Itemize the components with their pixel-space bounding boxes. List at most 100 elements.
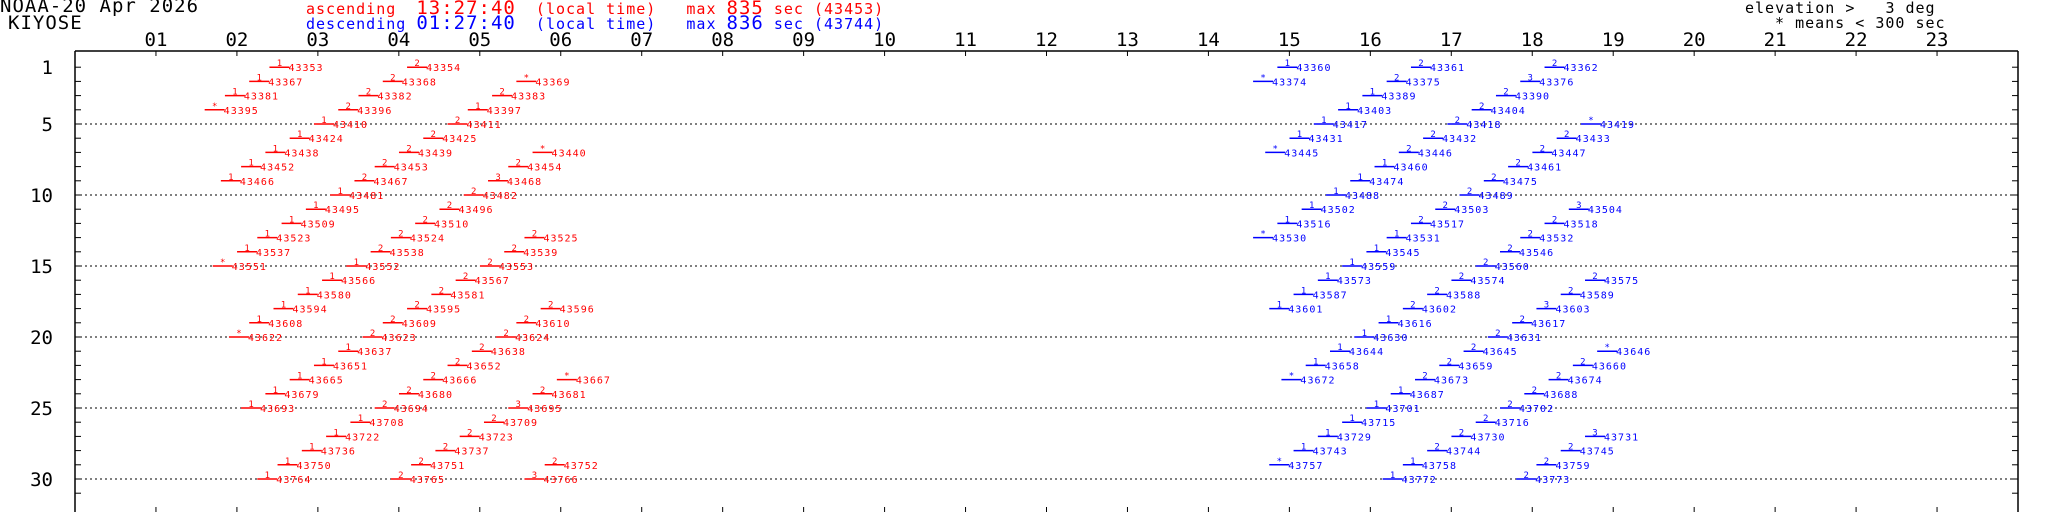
pass-elevation-label: 2: [418, 457, 423, 467]
pass-elevation-label: 1: [321, 116, 326, 126]
pass-orbit-label: 43509: [301, 219, 336, 230]
x-tick-label: 19: [1602, 29, 1625, 51]
pass-elevation-label: 2: [1507, 400, 1512, 410]
pass-elevation-label: 2: [1568, 443, 1573, 453]
pass-orbit-label: 43581: [450, 290, 485, 301]
pass-orbit-label: 43722: [345, 432, 380, 443]
pass-elevation-label: *: [564, 372, 569, 382]
pass-orbit-label: 43652: [467, 361, 502, 372]
pass-orbit-label: 43382: [377, 92, 412, 103]
pass-orbit-label: 43589: [1580, 290, 1615, 301]
pass-elevation-label: 3: [532, 471, 537, 481]
x-tick-label: 16: [1359, 29, 1382, 51]
pass-elevation-label: 2: [1515, 159, 1520, 169]
pass-elevation-label: 2: [499, 88, 504, 98]
pass-elevation-label: 2: [1532, 386, 1537, 396]
x-tick-label: 10: [873, 29, 896, 51]
pass-orbit-label: 43545: [1385, 248, 1420, 259]
pass-orbit-label: 43672: [1300, 376, 1335, 387]
pass-elevation-label: 1: [1374, 244, 1379, 254]
y-tick-label: 1: [42, 57, 53, 79]
pass-orbit-label: 43730: [1470, 432, 1505, 443]
pass-elevation-label: 2: [382, 400, 387, 410]
pass-orbit-label: 43631: [1507, 333, 1542, 344]
pass-orbit-label: 43523: [276, 234, 311, 245]
pass-orbit-label: 43660: [1592, 361, 1627, 372]
pass-elevation-label: 1: [1325, 428, 1330, 438]
pass-elevation-label: 2: [548, 301, 553, 311]
pass-elevation-label: 1: [337, 187, 342, 197]
pass-elevation-label: 2: [1443, 201, 1448, 211]
pass-elevation-label: 1: [1370, 88, 1375, 98]
x-tick-label: 21: [1764, 29, 1787, 51]
y-tick-label: 15: [30, 256, 53, 278]
pass-elevation-label: 2: [532, 230, 537, 240]
pass-elevation-label: 2: [1434, 443, 1439, 453]
pass-orbit-label: 43610: [535, 319, 570, 330]
pass-elevation-label: 2: [390, 73, 395, 83]
pass-orbit-label: 43489: [1479, 191, 1514, 202]
pass-elevation-label: 2: [1418, 59, 1423, 69]
x-tick-label: 17: [1440, 29, 1463, 51]
pass-elevation-label: 1: [1398, 386, 1403, 396]
pass-elevation-label: 1: [1337, 343, 1342, 353]
pass-orbit-label: 43729: [1337, 432, 1372, 443]
pass-elevation-label: 2: [1422, 372, 1427, 382]
pass-orbit-label: 43645: [1483, 347, 1518, 358]
pass-elevation-label: 1: [281, 301, 286, 311]
pass-orbit-label: 43702: [1519, 404, 1554, 415]
pass-elevation-label: 1: [285, 457, 290, 467]
pass-elevation-label: *: [236, 329, 241, 339]
pass-orbit-label: 43475: [1503, 177, 1538, 188]
pass-elevation-label: 1: [1333, 187, 1338, 197]
x-tick-label: 11: [954, 29, 977, 51]
pass-elevation-label: 2: [422, 215, 427, 225]
pass-elevation-label: 2: [1434, 286, 1439, 296]
pass-orbit-label: 43452: [260, 163, 295, 174]
pass-elevation-label: 1: [358, 414, 363, 424]
pass-elevation-label: 1: [309, 443, 314, 453]
pass-elevation-label: 2: [1556, 372, 1561, 382]
pass-elevation-label: 2: [431, 372, 436, 382]
pass-orbit-label: 43744: [1446, 447, 1481, 458]
pass-orbit-label: 43716: [1495, 418, 1530, 429]
pass-elevation-label: *: [1273, 144, 1278, 154]
pass-elevation-label: 1: [289, 215, 294, 225]
pass-elevation-label: 1: [321, 357, 326, 367]
pass-orbit-label: 43560: [1495, 262, 1530, 273]
pass-elevation-label: *: [212, 102, 217, 112]
pass-orbit-label: 43709: [503, 418, 538, 429]
pass-orbit-label: 43396: [357, 106, 392, 117]
pass-elevation-label: 1: [1349, 258, 1354, 268]
pass-orbit-label: 43431: [1309, 134, 1344, 145]
pass-orbit-label: 43354: [426, 63, 461, 74]
pass-orbit-label: 43411: [467, 120, 502, 131]
pass-orbit-label: 43575: [1604, 276, 1639, 287]
pass-elevation-label: 2: [487, 258, 492, 268]
pass-orbit-label: 43410: [333, 120, 368, 131]
pass-elevation-label: 1: [313, 201, 318, 211]
pass-elevation-label: 1: [1394, 230, 1399, 240]
x-tick-label: 18: [1521, 29, 1544, 51]
pass-orbit-label: 43517: [1430, 219, 1465, 230]
pass-elevation-label: 3: [1576, 201, 1581, 211]
pass-orbit-label: 43574: [1470, 276, 1505, 287]
pass-elevation-label: 2: [1447, 357, 1452, 367]
pass-elevation-label: 3: [1528, 73, 1533, 83]
pass-orbit-label: 43688: [1543, 390, 1578, 401]
pass-elevation-label: 2: [1552, 215, 1557, 225]
pass-orbit-label: 43665: [309, 376, 344, 387]
pass-orbit-label: 43751: [430, 461, 465, 472]
pass-elevation-label: 1: [1297, 130, 1302, 140]
pass-orbit-label: 43567: [475, 276, 510, 287]
pass-elevation-label: 2: [1394, 73, 1399, 83]
pass-orbit-label: 43481: [349, 191, 384, 202]
pass-elevation-label: 2: [1406, 144, 1411, 154]
pass-elevation-label: 1: [1301, 443, 1306, 453]
pass-elevation-label: 3: [495, 173, 500, 183]
pass-orbit-label: 43602: [1422, 305, 1457, 316]
pass-elevation-label: 1: [1277, 301, 1282, 311]
pass-orbit-label: 43395: [224, 106, 259, 117]
pass-orbit-label: 43573: [1337, 276, 1372, 287]
x-tick-label: 13: [1116, 29, 1139, 51]
